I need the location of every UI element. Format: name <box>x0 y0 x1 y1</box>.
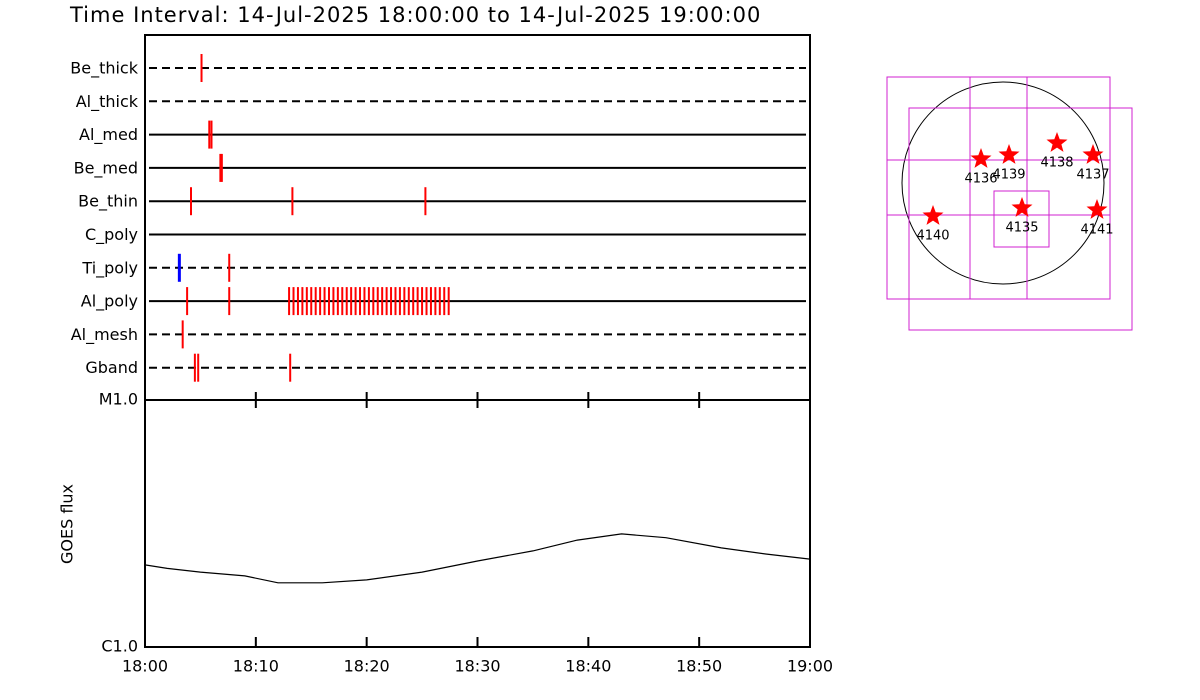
region-label: 4139 <box>992 168 1025 183</box>
row-label: Be_thick <box>70 59 138 79</box>
y-tick-label: C1.0 <box>101 637 138 656</box>
region-star <box>970 148 992 168</box>
sun-map <box>886 76 1133 331</box>
solar-disk <box>901 81 1105 285</box>
x-tick-label: 18:20 <box>344 657 390 676</box>
row-label: Al_mesh <box>71 325 138 345</box>
region-label: 4141 <box>1080 223 1113 238</box>
region-star <box>1082 144 1104 164</box>
region-star <box>922 205 944 225</box>
fov-box <box>886 76 1111 300</box>
row-label: Al_thick <box>76 92 139 112</box>
region-star <box>1011 197 1033 217</box>
region-label: 4138 <box>1040 156 1073 171</box>
x-tick-label: 18:30 <box>454 657 500 676</box>
x-tick-label: 18:00 <box>122 657 168 676</box>
row-label: Gband <box>85 358 138 377</box>
region-label: 4140 <box>916 229 949 244</box>
flux-line <box>144 533 811 584</box>
chart-title: Time Interval: 14-Jul-2025 18:00:00 to 1… <box>69 3 761 27</box>
y-tick-label: M1.0 <box>99 390 138 409</box>
region-star <box>1046 132 1068 152</box>
x-tick-label: 18:50 <box>676 657 722 676</box>
x-tick-label: 18:10 <box>233 657 279 676</box>
timeline-frame <box>144 34 811 401</box>
x-tick-label: 18:40 <box>565 657 611 676</box>
row-label: Al_med <box>79 125 138 145</box>
region-star <box>998 144 1020 164</box>
fov-box <box>993 190 1050 248</box>
region-label: 4135 <box>1005 221 1038 236</box>
flux-frame <box>144 399 811 648</box>
row-label: Be_med <box>74 158 138 178</box>
region-label: 4136 <box>964 172 997 187</box>
y-axis-label: GOES flux <box>58 484 77 564</box>
fov-box <box>908 107 1133 331</box>
row-label: Al_poly <box>81 292 138 312</box>
row-label: C_poly <box>85 225 138 245</box>
x-tick-label: 19:00 <box>787 657 833 676</box>
region-label: 4137 <box>1076 168 1109 183</box>
region-star <box>1086 199 1108 219</box>
row-label: Ti_poly <box>81 258 138 278</box>
row-label: Be_thin <box>78 192 138 212</box>
